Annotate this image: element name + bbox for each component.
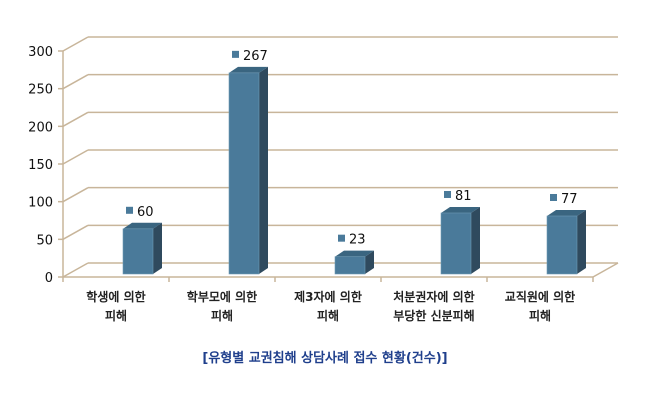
data-label-marker (232, 50, 239, 58)
bar (228, 72, 260, 275)
x-category-label: 피해 (317, 308, 339, 323)
data-label: 60 (137, 205, 154, 220)
x-category-label: 교직원에 의한 (505, 289, 575, 304)
bar-top (335, 250, 374, 257)
gridline-diagonal (62, 111, 89, 127)
bar-side (259, 66, 268, 274)
bar (440, 212, 472, 275)
floor-edge (592, 262, 619, 278)
y-tick-label: 250 (28, 83, 53, 98)
x-category-label: 제3자에 의한 (294, 289, 362, 304)
gridline-diagonal (62, 187, 89, 203)
x-category-label: 학부모에 의한 (187, 289, 257, 304)
data-label: 77 (561, 192, 578, 207)
bar (122, 228, 154, 275)
data-label: 81 (455, 189, 472, 204)
gridline-diagonal (62, 149, 89, 165)
bar-top (229, 66, 268, 73)
bar-top (547, 209, 586, 216)
data-label-marker (338, 234, 345, 242)
y-tick-label: 300 (28, 45, 53, 60)
bar-side (365, 250, 374, 274)
x-category-label: 처분권자에 의한 (393, 289, 474, 304)
x-category-label: 피해 (105, 308, 127, 323)
bar-side (471, 206, 480, 274)
x-category-label: 피해 (529, 308, 551, 323)
y-tick-label: 100 (28, 196, 53, 211)
bar-top (441, 206, 480, 213)
x-category-label: 부당한 신분피해 (393, 308, 474, 323)
chart-title: [유형별 교권침해 상담사례 접수 현황(건수)] (202, 351, 448, 366)
data-label: 267 (243, 49, 268, 64)
x-category-label: 학생에 의한 (86, 289, 145, 304)
bar-side (577, 209, 586, 274)
y-tick-label: 200 (28, 120, 53, 135)
gridline-diagonal (62, 36, 89, 52)
bar-side (153, 222, 162, 274)
data-label: 23 (349, 233, 366, 248)
data-label-marker (126, 206, 133, 214)
gridline-diagonal (62, 262, 89, 278)
gridline-diagonal (62, 74, 89, 90)
x-category-label: 피해 (211, 308, 233, 323)
gridline-diagonal (62, 224, 89, 240)
bar-top (123, 222, 162, 229)
y-tick-label: 150 (28, 158, 53, 173)
bar (546, 215, 578, 275)
data-label-marker (550, 193, 557, 201)
data-label-marker (444, 190, 451, 198)
y-tick-label: 0 (45, 271, 53, 286)
bar (334, 256, 366, 275)
y-tick-label: 50 (36, 233, 53, 248)
